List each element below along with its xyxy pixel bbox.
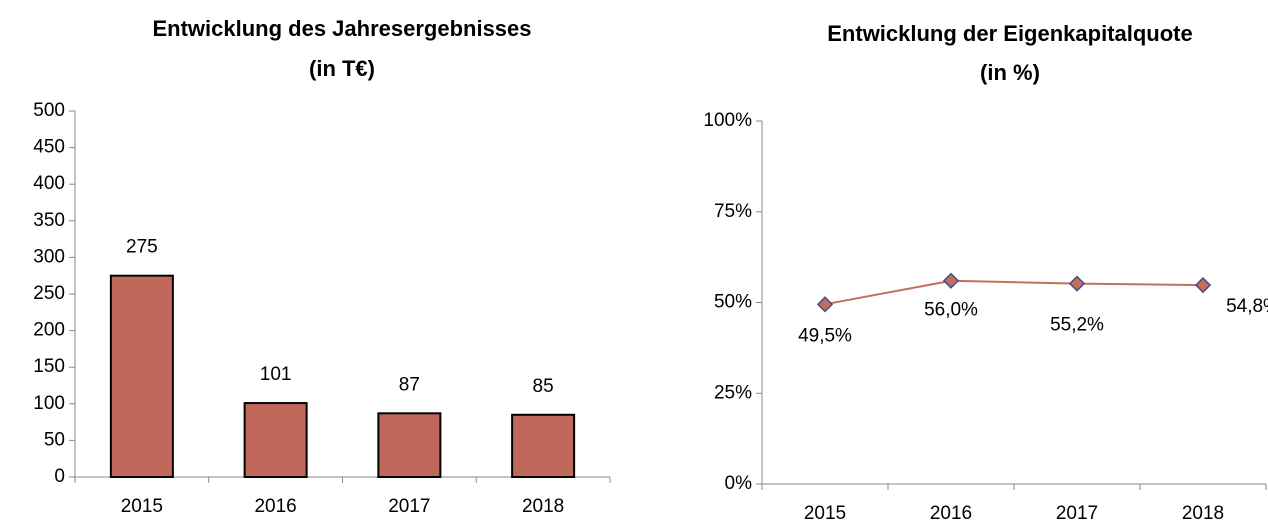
x-tick-label: 2016 bbox=[254, 496, 296, 517]
bar bbox=[109, 274, 174, 479]
y-tick-label: 75% bbox=[714, 201, 752, 222]
y-tick-label: 100 bbox=[33, 393, 65, 414]
bar bbox=[511, 413, 576, 478]
y-tick-label: 50 bbox=[44, 429, 65, 450]
marker bbox=[1194, 276, 1212, 294]
x-tick-label: 2016 bbox=[930, 503, 972, 524]
y-tick-label: 0 bbox=[54, 466, 65, 487]
data-label: 85 bbox=[533, 376, 554, 397]
x-tick-label: 2017 bbox=[1056, 503, 1098, 524]
line bbox=[824, 279, 1204, 306]
y-tick-label: 100% bbox=[703, 110, 752, 131]
y-tick-label: 0% bbox=[725, 473, 753, 494]
chart-subtitle: (in %) bbox=[980, 60, 1040, 85]
data-label: 275 bbox=[126, 237, 158, 258]
y-tick-label: 300 bbox=[33, 246, 65, 267]
x-tick-label: 2018 bbox=[522, 496, 564, 517]
x-tick-label: 2015 bbox=[121, 496, 163, 517]
y-tick-label: 150 bbox=[33, 356, 65, 377]
y-tick-label: 250 bbox=[33, 283, 65, 304]
chart-title: Entwicklung des Jahresergebnisses bbox=[152, 16, 531, 41]
marker bbox=[816, 296, 834, 313]
bar bbox=[377, 412, 442, 479]
x-tick-label: 2018 bbox=[1182, 503, 1224, 524]
marker bbox=[1068, 275, 1086, 292]
bar bbox=[243, 402, 308, 478]
y-tick-label: 500 bbox=[33, 100, 65, 121]
data-label: 54,8% bbox=[1226, 296, 1268, 317]
data-label: 55,2% bbox=[1050, 315, 1104, 336]
chart-title: Entwicklung der Eigenkapitalquote bbox=[827, 21, 1193, 46]
y-tick-label: 200 bbox=[33, 320, 65, 341]
marker bbox=[942, 272, 960, 289]
chart-subtitle: (in T€) bbox=[309, 56, 375, 81]
x-tick-label: 2017 bbox=[388, 496, 430, 517]
y-tick-label: 50% bbox=[714, 292, 752, 313]
data-label: 87 bbox=[399, 374, 420, 395]
y-tick-label: 350 bbox=[33, 210, 65, 231]
data-label: 56,0% bbox=[924, 300, 978, 321]
y-tick-label: 450 bbox=[33, 137, 65, 158]
data-label: 101 bbox=[260, 364, 292, 385]
y-tick-label: 25% bbox=[714, 382, 752, 403]
data-label: 49,5% bbox=[798, 325, 852, 346]
y-tick-label: 400 bbox=[33, 173, 65, 194]
x-tick-label: 2015 bbox=[804, 503, 846, 524]
